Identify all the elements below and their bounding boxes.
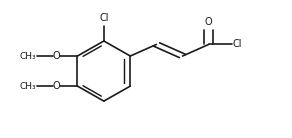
Text: CH₃: CH₃	[19, 51, 36, 61]
Text: O: O	[53, 81, 60, 91]
Text: Cl: Cl	[99, 13, 109, 22]
Text: CH₃: CH₃	[19, 82, 36, 91]
Text: Cl: Cl	[233, 39, 242, 49]
Text: O: O	[53, 51, 60, 61]
Text: O: O	[205, 17, 213, 27]
